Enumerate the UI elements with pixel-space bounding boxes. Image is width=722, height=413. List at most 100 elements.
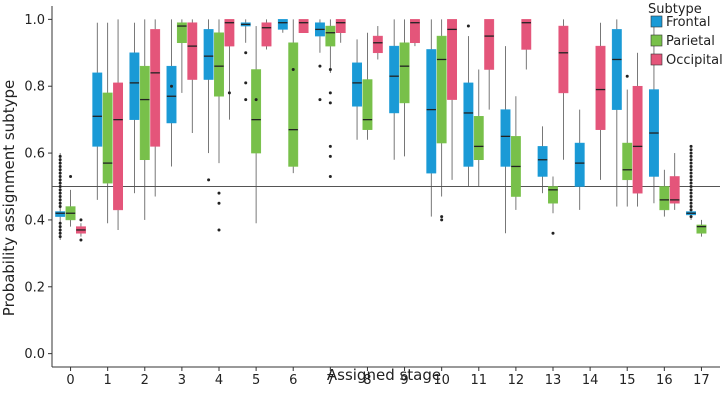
outlier-point	[217, 228, 221, 232]
box-parietal-3	[176, 22, 187, 44]
legend-label-parietal: Parietal	[666, 34, 715, 49]
x-tick-label: 6	[289, 373, 297, 388]
x-tick-label: 13	[545, 373, 562, 388]
outlier-point	[318, 64, 322, 68]
legend-swatch-frontal	[650, 15, 663, 28]
box-occipital-14	[595, 45, 606, 130]
box-parietal-4	[214, 32, 224, 97]
y-tick-label: 0.8	[24, 80, 45, 95]
outlier-point	[169, 84, 173, 88]
y-tick-label: 0.2	[24, 280, 45, 295]
legend-swatch-parietal	[650, 34, 663, 47]
box-occipital-9	[410, 19, 420, 44]
outlier-point	[58, 178, 62, 182]
box-frontal-14	[574, 142, 585, 187]
outlier-point	[328, 144, 332, 148]
box-parietal-5	[251, 69, 262, 154]
box-occipital-7	[335, 19, 346, 33]
box-occipital-2	[150, 29, 161, 147]
outlier-point	[58, 201, 62, 205]
box-occipital-15	[632, 85, 643, 194]
box-parietal-8	[362, 79, 373, 130]
x-tick-label: 15	[619, 373, 636, 388]
outlier-point	[58, 164, 62, 168]
box-parietal-1	[102, 92, 113, 184]
outlier-point	[328, 174, 332, 178]
x-tick-label: 1	[104, 373, 112, 388]
outlier-point	[440, 215, 444, 219]
box-frontal-3	[166, 65, 177, 124]
outlier-point	[689, 161, 693, 165]
x-tick-label: 12	[508, 373, 525, 388]
outlier-point	[689, 154, 693, 158]
outlier-point	[689, 198, 693, 202]
legend: Subtype Frontal Parietal Occipital	[648, 2, 722, 68]
x-tick-label: 3	[178, 373, 186, 388]
outlier-point	[58, 225, 62, 229]
outlier-point	[58, 235, 62, 239]
outlier-point	[328, 68, 332, 72]
outlier-point	[79, 238, 83, 242]
box-parietal-9	[399, 42, 410, 104]
box-frontal-13	[537, 146, 548, 177]
legend-swatch-occipital	[650, 53, 663, 66]
x-tick-label: 8	[363, 373, 371, 388]
box-parietal-11	[473, 116, 484, 161]
outlier-point	[227, 91, 231, 95]
box-occipital-6	[298, 19, 309, 33]
plot-area: 0.00.20.40.60.81.00 1 2 3 4 5 6 7 8 9 10 11 12 13 14 15…	[24, 6, 720, 388]
box-occipital-8	[372, 35, 383, 54]
x-tick-label: 17	[693, 373, 710, 388]
x-tick-label: 10	[433, 373, 450, 388]
outlier-point	[244, 81, 248, 85]
outlier-point	[207, 178, 211, 182]
outlier-point	[254, 98, 258, 102]
outlier-point	[58, 158, 62, 162]
outlier-point	[689, 181, 693, 185]
outlier-point	[689, 168, 693, 172]
box-frontal-4	[203, 29, 214, 80]
legend-title: Subtype	[648, 2, 702, 17]
outlier-point	[58, 181, 62, 185]
box-frontal-9	[389, 45, 400, 114]
box-occipital-12	[521, 19, 532, 50]
box-frontal-8	[352, 62, 362, 107]
outlier-point	[689, 215, 693, 219]
outlier-point	[58, 168, 62, 172]
outlier-point	[58, 188, 62, 192]
outlier-point	[217, 201, 221, 205]
outlier-point	[625, 74, 629, 78]
y-axis-title: Probability assignment subtype	[0, 80, 18, 316]
outlier-point	[551, 231, 555, 235]
y-tick-label: 0.4	[24, 213, 45, 228]
outlier-point	[440, 218, 444, 222]
outlier-point	[58, 198, 62, 202]
outlier-point	[689, 188, 693, 192]
legend-label-occipital: Occipital	[666, 53, 722, 68]
box-occipital-11	[484, 19, 495, 70]
box-frontal-1	[92, 72, 103, 147]
outlier-point	[689, 148, 693, 152]
box-frontal-0	[55, 211, 66, 217]
box-occipital-3	[187, 22, 198, 80]
outlier-point	[58, 221, 62, 225]
outlier-point	[69, 174, 73, 178]
outlier-point	[79, 218, 83, 222]
outlier-point	[58, 228, 62, 232]
outlier-point	[58, 174, 62, 178]
outlier-point	[58, 161, 62, 165]
outlier-point	[689, 144, 693, 148]
y-tick-label: 0.0	[24, 347, 45, 362]
outlier-point	[244, 98, 248, 102]
x-axis-title: Assigned stage	[327, 366, 441, 384]
outlier-point	[689, 151, 693, 155]
outlier-point	[689, 195, 693, 199]
outlier-point	[244, 51, 248, 55]
outlier-point	[689, 174, 693, 178]
outlier-point	[58, 191, 62, 195]
x-tick-label: 14	[582, 373, 599, 388]
box-occipital-4	[224, 19, 235, 47]
box-occipital-13	[558, 25, 569, 94]
x-tick-label: 11	[471, 373, 488, 388]
